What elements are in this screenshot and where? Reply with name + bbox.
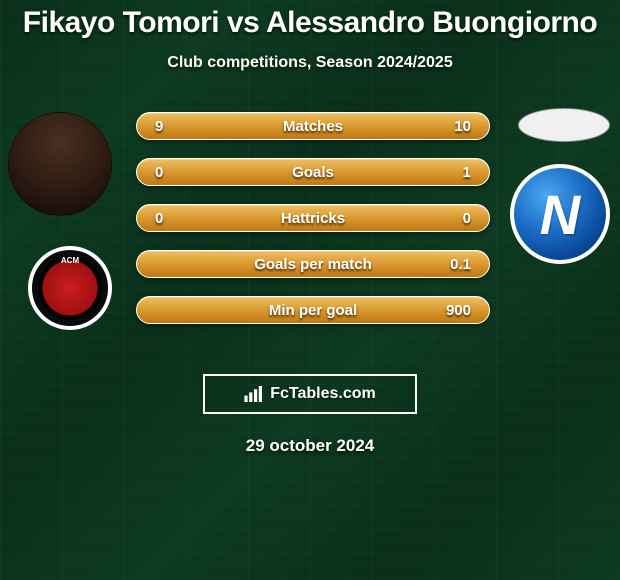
stat-label: Goals per match: [254, 256, 372, 273]
brand-text: FcTables.com: [270, 385, 376, 403]
stat-row: 9 Matches 10: [136, 112, 490, 140]
stat-bars: 9 Matches 10 0 Goals 1 0 Hattricks 0 Goa…: [136, 112, 490, 342]
stat-right-value: 10: [454, 118, 471, 135]
stat-row: 0 Goals 1: [136, 158, 490, 186]
stat-label: Min per goal: [269, 302, 357, 319]
player-left-avatar: [8, 112, 112, 216]
team-right-letter: N: [540, 182, 580, 247]
stat-left-value: 9: [155, 118, 163, 135]
player-right-avatar: [518, 108, 610, 142]
subtitle: Club competitions, Season 2024/2025: [0, 54, 620, 72]
stat-label: Goals: [292, 164, 334, 181]
stat-right-value: 1: [463, 164, 471, 181]
team-left-logo: [28, 246, 112, 330]
stat-row: Goals per match 0.1: [136, 250, 490, 278]
date-text: 29 october 2024: [0, 436, 620, 456]
stat-right-value: 0.1: [450, 256, 471, 273]
bars-icon: [244, 386, 264, 402]
stat-label: Hattricks: [281, 210, 345, 227]
stat-left-value: 0: [155, 164, 163, 181]
comparison-infographic: Fikayo Tomori vs Alessandro Buongiorno C…: [0, 0, 620, 580]
stat-row: Min per goal 900: [136, 296, 490, 324]
stat-right-value: 0: [463, 210, 471, 227]
stat-right-value: 900: [446, 302, 471, 319]
brand-badge: FcTables.com: [203, 374, 417, 414]
stat-row: 0 Hattricks 0: [136, 204, 490, 232]
content-area: N 9 Matches 10 0 Goals 1 0 Hattricks 0 G…: [0, 106, 620, 366]
stat-label: Matches: [283, 118, 343, 135]
team-right-logo: N: [510, 164, 610, 264]
page-title: Fikayo Tomori vs Alessandro Buongiorno: [0, 0, 620, 40]
stat-left-value: 0: [155, 210, 163, 227]
